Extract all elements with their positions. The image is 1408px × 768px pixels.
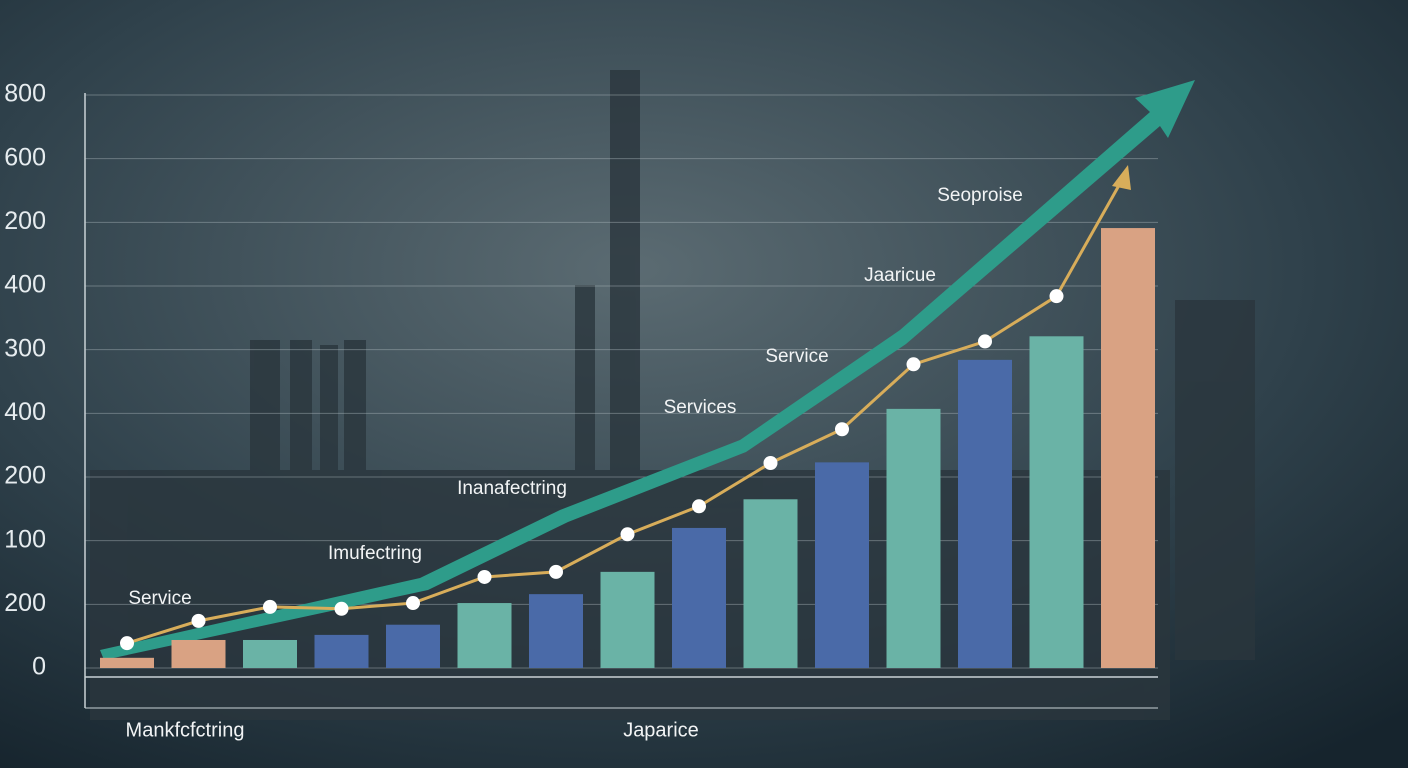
- annotation: Service: [765, 346, 828, 367]
- y-tick-label: 200: [4, 589, 46, 617]
- line-point: [263, 599, 277, 614]
- line-point: [1049, 289, 1064, 304]
- x-label: Japarice: [623, 719, 699, 741]
- line-point: [120, 636, 134, 651]
- annotation: Service: [128, 588, 191, 609]
- annotation: Jaaricue: [864, 265, 936, 286]
- line-point: [763, 455, 778, 470]
- bar: [886, 408, 941, 668]
- annotation: Imufectring: [328, 543, 422, 564]
- bar: [743, 499, 798, 668]
- annotation: Inanafectring: [457, 478, 567, 499]
- line-point: [835, 422, 849, 437]
- bar: [815, 462, 869, 668]
- y-tick-label: 200: [4, 207, 46, 235]
- y-tick-label: 100: [4, 525, 46, 553]
- y-tick-label: 400: [4, 398, 46, 426]
- x-label: Mankfcfctring: [126, 719, 245, 741]
- bar: [600, 571, 655, 668]
- line-point: [334, 601, 349, 616]
- line-series: [126, 294, 1058, 645]
- y-tick-label: 0: [32, 653, 46, 681]
- line-point: [978, 334, 992, 349]
- line-point: [692, 499, 706, 514]
- y-tick-label: 300: [4, 334, 46, 362]
- y-tick-label: 600: [4, 143, 46, 171]
- y-tick-label: 800: [4, 80, 46, 108]
- bar: [958, 359, 1012, 668]
- line-point: [191, 613, 206, 628]
- line-arrow: [1055, 179, 1124, 297]
- bar: [171, 639, 226, 668]
- y-tick-label: 200: [4, 462, 46, 490]
- line-point: [406, 596, 420, 611]
- bar: [1101, 228, 1155, 668]
- annotation: Seoproise: [937, 185, 1023, 206]
- bar: [386, 624, 440, 668]
- line-arrowhead: [1112, 165, 1131, 190]
- bar: [672, 527, 726, 668]
- bar: [457, 603, 512, 668]
- line-point: [906, 357, 921, 372]
- bar: [243, 639, 297, 668]
- line-point: [620, 527, 635, 542]
- bar: [1029, 336, 1084, 668]
- annotation: Services: [664, 397, 737, 418]
- bar: [314, 634, 369, 668]
- bar: [529, 594, 583, 668]
- line-point: [549, 564, 563, 579]
- bar: [100, 657, 154, 668]
- y-tick-label: 400: [4, 271, 46, 299]
- line-point: [477, 569, 492, 584]
